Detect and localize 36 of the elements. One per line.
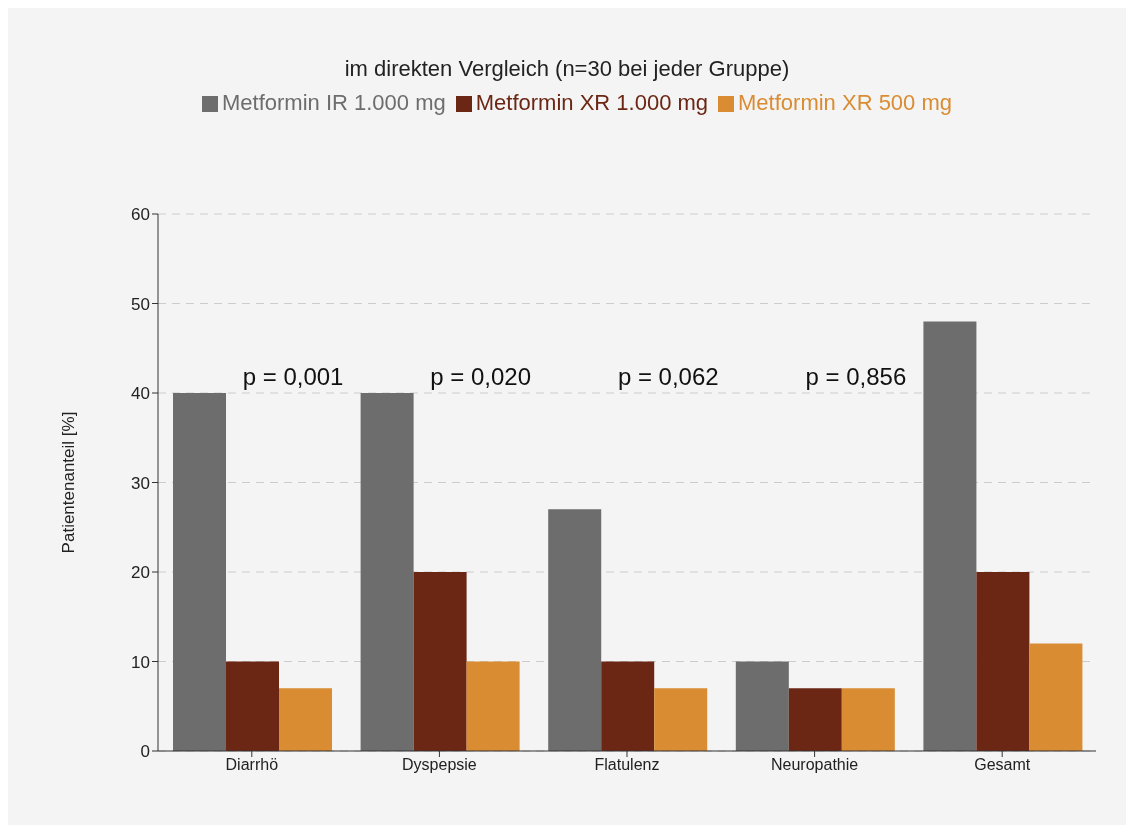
x-tick-label: Gesamt — [974, 756, 1031, 774]
legend-label: Metformin XR 1.000 mg — [475, 90, 709, 115]
annotation: p = 0,856 — [805, 362, 907, 391]
bar — [413, 572, 467, 751]
legend-label: Metformin XR 500 mg — [738, 90, 953, 115]
bar — [788, 688, 842, 751]
y-tick-label: 30 — [131, 473, 150, 493]
x-tick-label: Diarrhö — [225, 756, 279, 774]
y-tick-label: 50 — [131, 294, 150, 314]
x-tick-label: Dyspepsie — [402, 756, 477, 774]
chart-title: im direkten Vergleich (n=30 bei jeder Gruppe) — [343, 56, 791, 82]
annotation: p = 0,020 — [430, 362, 532, 391]
bar — [923, 321, 977, 751]
y-tick-label: 40 — [131, 384, 150, 404]
bar — [226, 661, 280, 751]
y-tick-label: 0 — [140, 742, 150, 762]
bar — [1029, 643, 1083, 751]
bar — [735, 661, 789, 751]
bar — [841, 688, 895, 751]
bar — [654, 688, 708, 751]
bar — [279, 688, 333, 751]
bar — [976, 572, 1030, 751]
bar — [360, 393, 414, 751]
x-tick-label: Flatulenz — [594, 756, 660, 774]
bar — [173, 393, 227, 751]
annotation: p = 0,001 — [242, 362, 344, 391]
legend-label: Metformin IR 1.000 mg — [221, 90, 446, 115]
bar — [466, 661, 520, 751]
x-tick-label: Neuropathie — [771, 756, 859, 774]
bar — [548, 509, 602, 751]
y-tick-label: 20 — [131, 563, 150, 583]
annotation: p = 0,062 — [617, 362, 719, 391]
bar — [601, 661, 655, 751]
y-tick-label: 10 — [131, 652, 150, 672]
y-tick-label: 60 — [131, 205, 150, 225]
y-axis-title: Patientenanteil [%] — [59, 411, 79, 554]
